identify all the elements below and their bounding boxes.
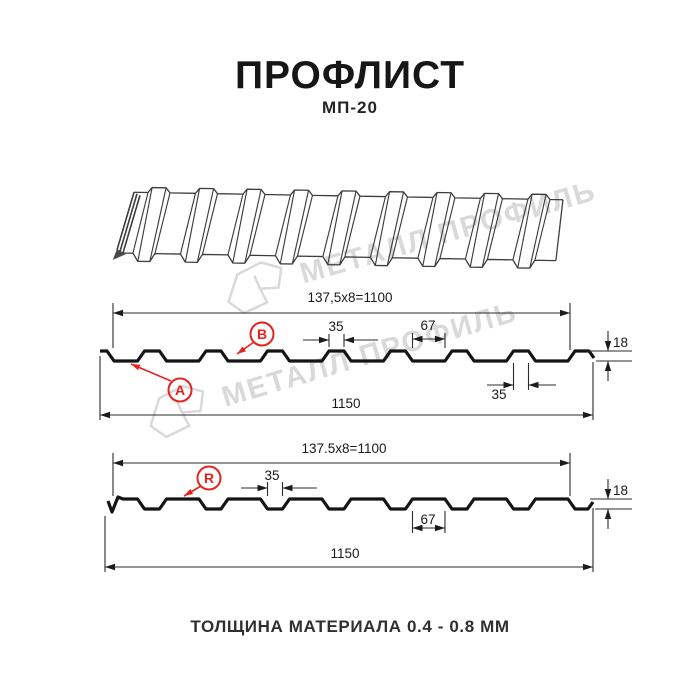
dim-rib-top-width: 35 [328, 319, 343, 334]
dim-flat-width-top: 67 [420, 318, 435, 333]
dim-width-top: 1150 [331, 396, 360, 411]
profile-section-top: 137,5x8=1100 1150 35 67 35 18 A B [99, 290, 632, 420]
dim-flat-width-bottom: 67 [420, 512, 435, 527]
sheet-3d-back-edge [133, 186, 563, 201]
callout-a: A [130, 363, 193, 403]
callout-b-label: B [257, 326, 267, 342]
sheet-3d-left-edge [112, 192, 141, 260]
dim-height-top: 18 [613, 335, 628, 350]
sheet-3d-front-edge [118, 252, 556, 269]
callout-a-label: A [175, 382, 185, 398]
profile-top-dimension-lines [99, 303, 632, 420]
profile-bottom-outline [106, 495, 595, 514]
profile-model-label: МП-20 [322, 98, 378, 117]
callout-r: R [183, 465, 222, 497]
sheet-3d-right-edge [555, 199, 564, 261]
callout-r-label: R [204, 470, 214, 486]
profile-section-bottom: 137.5x8=1100 1150 35 67 18 R [104, 441, 632, 572]
sheet-3d-ribs [132, 187, 551, 269]
profile-top-outline [100, 349, 596, 363]
watermark: МЕТАЛЛ ПРОФИЛЬ [217, 166, 602, 321]
page-title: ПРОФЛИСТ [234, 54, 466, 97]
dim-rib-width-bottom: 35 [264, 468, 279, 483]
metall-profil-logo-icon [227, 261, 283, 315]
dim-span-top: 137,5x8=1100 [308, 290, 393, 305]
profile-bottom-dimension-lines [104, 453, 632, 572]
dim-height-bottom: 18 [613, 483, 628, 498]
callout-b: B [236, 321, 275, 355]
dim-rib-base-width: 35 [491, 387, 506, 402]
sheet-3d-view [112, 186, 564, 269]
dim-width-bottom: 1150 [330, 546, 359, 561]
dim-span-bottom: 137.5x8=1100 [302, 441, 387, 456]
material-thickness-note: ТОЛЩИНА МАТЕРИАЛА 0.4 - 0.8 ММ [190, 617, 510, 636]
